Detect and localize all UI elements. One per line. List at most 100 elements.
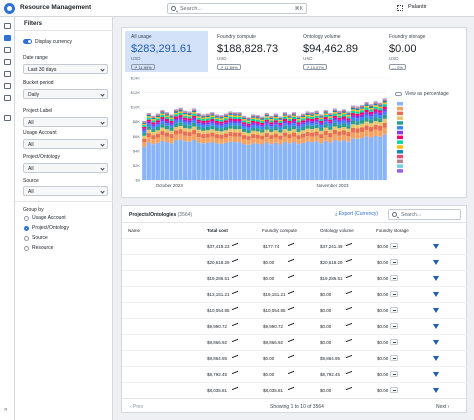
line-chart-icon[interactable] — [4, 59, 11, 65]
filter-icon[interactable] — [433, 372, 439, 377]
bucket-period-value: Daily — [28, 92, 40, 98]
database-icon[interactable] — [4, 95, 11, 101]
bar-segment — [255, 128, 260, 132]
export-button[interactable]: ⤓ Export (Currency) — [335, 211, 378, 217]
filter-icon[interactable] — [433, 356, 439, 361]
bar-segment — [255, 125, 260, 129]
group-by-radio[interactable] — [24, 236, 29, 241]
usage-account-select[interactable]: All — [23, 139, 108, 149]
table-row[interactable]: $9,990.72 $9,990.72 $0.00 $0.00 — [122, 318, 468, 335]
table-row[interactable]: $9,864.95 $0.00 $9,864.95 $0.00 — [122, 350, 468, 367]
bar-segment — [237, 116, 242, 120]
bucket-period-select[interactable]: Daily — [23, 89, 108, 99]
legend-swatch — [397, 169, 403, 173]
next-page-button[interactable]: Next › — [436, 404, 450, 410]
bar-segment — [242, 119, 247, 121]
filter-icon[interactable] — [433, 244, 439, 249]
filter-icon[interactable] — [433, 388, 439, 393]
bar-segment — [373, 106, 378, 110]
project-label-select[interactable]: All — [23, 117, 108, 127]
table-row[interactable]: $9,866.92 $9,866.92 $0.00 $0.00 — [122, 334, 468, 351]
bar-segment — [183, 114, 188, 116]
bar-segment — [350, 120, 356, 125]
bar-segment — [164, 119, 170, 122]
column-header[interactable]: Foundry compute — [262, 228, 298, 233]
filter-icon[interactable] — [433, 308, 439, 313]
bar-segment — [164, 116, 170, 120]
bar-segment — [282, 115, 287, 117]
table-row[interactable]: $10,054.85 $10,054.85 $0.00 $0.00 — [122, 302, 468, 319]
expand-icon[interactable]: » — [4, 407, 8, 413]
flag-icon[interactable] — [4, 115, 11, 121]
bar-segment — [341, 120, 346, 124]
bar-segment — [255, 118, 260, 120]
bar-segment — [146, 113, 151, 115]
bar-segment — [146, 123, 151, 127]
table-row[interactable]: $8,035.81 $8,035.81 $0.00 $0.00 — [122, 382, 468, 399]
date-range-select[interactable]: Last 30 days — [23, 64, 108, 74]
source-select[interactable]: All — [23, 186, 108, 196]
folder-icon[interactable] — [4, 71, 11, 77]
bar-segment — [305, 112, 310, 113]
column-header[interactable]: Total cost — [207, 228, 228, 233]
bar-segment — [382, 109, 387, 112]
bar-segment — [323, 111, 328, 113]
bolt-icon[interactable] — [4, 47, 11, 53]
bar-segment — [201, 122, 206, 125]
filter-icon[interactable] — [433, 260, 439, 265]
bar-segment — [364, 130, 369, 137]
bar-segment — [173, 112, 179, 115]
metric-card-title: Foundry compute — [217, 34, 256, 40]
table-title: Projects/Ontologies (3564) — [129, 212, 192, 218]
usage-icon[interactable] — [4, 35, 11, 41]
bar-segment — [314, 112, 319, 115]
user-menu[interactable]: Palantir — [408, 4, 427, 10]
filter-icon[interactable] — [433, 276, 439, 281]
document-icon[interactable] — [4, 83, 11, 89]
metric-card[interactable]: Foundry storage $0.00 USD — 0% — [383, 31, 466, 72]
bar-segment — [382, 114, 387, 119]
bar-segment — [332, 126, 337, 131]
foundry-storage-cell: $0.00 — [377, 356, 389, 361]
filter-icon[interactable] — [433, 324, 439, 329]
bar-segment — [359, 110, 365, 113]
filter-icon[interactable] — [433, 340, 439, 345]
metric-change-badge: — 0% — [389, 64, 406, 70]
prev-page-button[interactable]: ‹ Prev — [130, 404, 144, 410]
bar-segment — [223, 118, 229, 121]
bar-segment — [242, 128, 247, 132]
bar-segment — [341, 123, 346, 127]
metric-card[interactable]: Foundry compute $188,828.73 USD ↗ 11.59% — [211, 31, 294, 72]
monitor-icon[interactable] — [4, 23, 11, 29]
display-currency-toggle[interactable] — [23, 39, 32, 44]
column-header[interactable]: Foundry storage — [376, 228, 409, 233]
bar-segment — [287, 117, 292, 120]
bar-segment — [251, 143, 256, 180]
table-row[interactable]: $20,618.29 $0.00 $20,618.29 $0.00 — [122, 254, 468, 271]
filter-icon[interactable] — [433, 292, 439, 297]
table-row[interactable]: $19,286.51 $0.00 $19,286.51 $0.00 — [122, 270, 468, 287]
group-by-radio[interactable] — [24, 246, 29, 251]
bar-segment — [364, 125, 369, 131]
group-by-radio[interactable] — [24, 226, 29, 231]
bar-segment — [269, 117, 274, 120]
group-by-radio[interactable] — [24, 216, 29, 221]
table-row[interactable]: $37,419.23 $177.74 $37,241.49 $0.00 — [122, 238, 468, 255]
table-row[interactable]: $8,792.45 $0.00 $8,792.45 $0.00 — [122, 366, 468, 383]
view-as-percentage-toggle[interactable] — [395, 92, 402, 96]
bar-segment — [237, 112, 242, 114]
global-search-input[interactable]: Search... ⌘K — [167, 3, 307, 14]
bar-segment — [369, 114, 374, 117]
column-header[interactable]: Name — [128, 228, 141, 233]
bar-segment — [300, 142, 306, 180]
column-header[interactable]: Ontology volume — [320, 228, 354, 233]
grid-icon[interactable] — [397, 5, 403, 11]
table-search-input[interactable]: Search... — [388, 209, 461, 220]
bar-segment — [314, 112, 319, 113]
bar-segment — [278, 132, 283, 136]
table-row[interactable]: $13,151.21 $19,151.21 $0.00 $0.00 — [122, 286, 468, 303]
ontology-volume-cell: $0.00 — [320, 388, 332, 393]
project-ontology-select[interactable]: All — [23, 163, 108, 173]
metric-card[interactable]: All usage $283,291.61 USD ↗ 11.99% — [125, 31, 208, 72]
metric-card[interactable]: Ontology volume $94,462.89 USD ↗ 10.07% — [297, 31, 380, 72]
